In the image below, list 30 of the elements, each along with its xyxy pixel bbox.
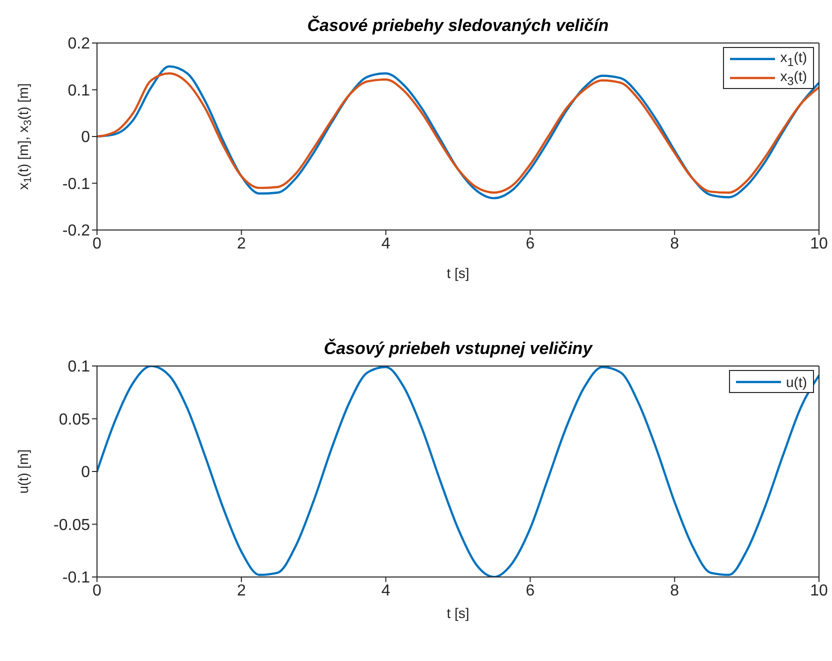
y-tick-label: -0.2 xyxy=(62,222,90,240)
x-tick-label: 2 xyxy=(236,235,246,252)
x-tick-label: 4 xyxy=(381,582,390,600)
legend-label: u(t) xyxy=(786,374,807,390)
y-tick-label: -0.1 xyxy=(62,570,90,587)
chart-title: Časové priebehy sledovaných veličín xyxy=(307,15,609,35)
y-tick-label: 0.05 xyxy=(58,411,90,428)
y-tick-label: 0.2 xyxy=(68,36,90,53)
y-axis-title: u(t) [m] xyxy=(15,449,31,494)
x-tick-label: 2 xyxy=(236,582,246,600)
y-tick-label: 0 xyxy=(81,129,90,146)
y-tick-label: -0.1 xyxy=(62,176,90,193)
x-axis-title: t [s] xyxy=(446,605,470,621)
x-tick-label: 0 xyxy=(92,582,102,600)
x-tick-label: 6 xyxy=(526,235,535,252)
legend-label: x$_{1}$(t) xyxy=(780,48,807,68)
x-tick-label: 4 xyxy=(381,235,390,252)
x-tick-label: 8 xyxy=(670,235,680,252)
x-axis-title: t [s] xyxy=(446,265,470,281)
legend-label: x$_{3}$(t) xyxy=(780,68,807,88)
x-tick-label: 6 xyxy=(526,582,535,600)
x-tick-label: 10 xyxy=(810,235,828,252)
chart-title: Časový priebeh vstupnej veličiny xyxy=(324,338,594,358)
y-tick-label: 0.1 xyxy=(68,358,90,376)
y-tick-label: 0 xyxy=(81,464,90,482)
x-tick-label: 8 xyxy=(670,582,680,600)
x-tick-label: 10 xyxy=(810,582,828,600)
x-tick-label: 0 xyxy=(92,235,102,252)
y-tick-label: 0.1 xyxy=(68,82,90,100)
y-tick-label: -0.05 xyxy=(54,516,90,534)
